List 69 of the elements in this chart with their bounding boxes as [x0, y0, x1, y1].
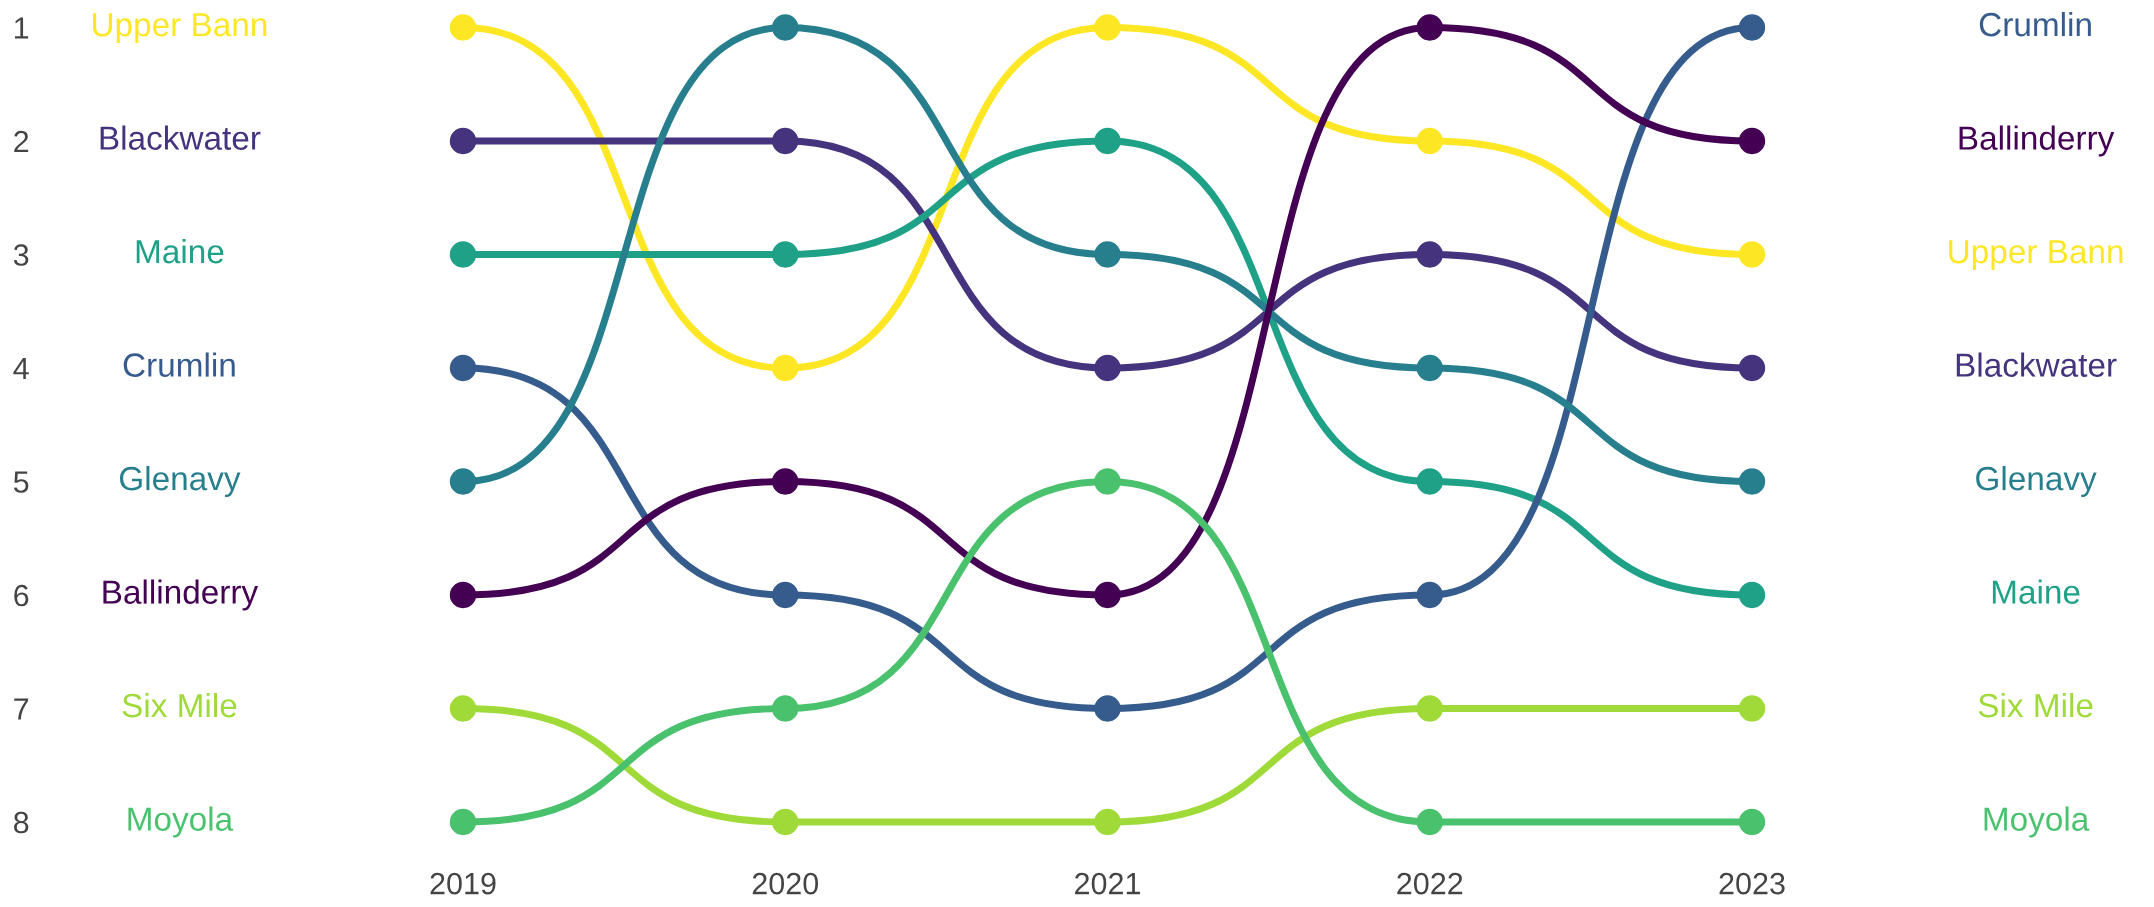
point: [1094, 241, 1121, 268]
point: [1094, 14, 1121, 41]
text: Blackwater: [1956, 352, 2117, 377]
point: [772, 695, 799, 722]
text: Upper Bann: [1949, 240, 2123, 271]
y-tick-label: 3: [13, 244, 29, 266]
point: [1094, 468, 1121, 495]
point: [449, 808, 477, 836]
text: Crumlin: [1979, 11, 2091, 37]
x-tick-label: 2019: [430, 872, 496, 895]
point: [772, 241, 799, 268]
point: [1738, 241, 1766, 268]
y-tick-label: 6: [14, 584, 29, 607]
point: [449, 468, 477, 495]
point: [1738, 354, 1766, 382]
point: [772, 581, 799, 609]
point: [449, 581, 477, 609]
point: [449, 14, 477, 41]
y-tick-label: 4: [13, 358, 29, 380]
y-tick-label: 7: [14, 698, 29, 720]
x-tick-label: 2022: [1397, 872, 1463, 895]
point: [1738, 808, 1766, 836]
text: Glenavy: [119, 465, 241, 498]
text: Blackwater: [100, 125, 261, 150]
text: Maine: [1992, 579, 2080, 604]
text: Maine: [136, 238, 224, 264]
point: [1094, 127, 1121, 155]
point: [1738, 468, 1766, 495]
text: Six Mile: [122, 692, 237, 718]
point: [1094, 808, 1121, 836]
point: [1094, 581, 1121, 609]
point: [1416, 581, 1443, 609]
point: [1738, 695, 1766, 722]
x-tick-label: 2023: [1719, 872, 1785, 895]
text: Moyola: [1984, 806, 2090, 838]
point: [1094, 354, 1121, 382]
x-tick-label: 2021: [1075, 872, 1140, 895]
text: Ballinderry: [1959, 125, 2115, 157]
point: [1738, 581, 1766, 609]
point: [449, 241, 477, 268]
point: [1416, 695, 1443, 722]
text: Glenavy: [1976, 465, 2097, 498]
point: [772, 354, 799, 382]
text: Six Mile: [1978, 692, 2093, 718]
y-tick-label: 1: [15, 17, 29, 39]
text: Upper Bann: [93, 13, 267, 44]
point: [1094, 695, 1121, 722]
text: Ballinderry: [103, 579, 259, 611]
point: [1416, 808, 1443, 836]
y-tick-label: 8: [14, 811, 29, 834]
y-tick-label: 5: [13, 471, 29, 493]
point: [772, 127, 799, 155]
point: [1416, 468, 1443, 495]
point: [1416, 14, 1443, 41]
y-tick-label: 2: [14, 130, 29, 153]
point: [1738, 14, 1766, 41]
point: [1416, 354, 1443, 382]
point: [449, 695, 477, 722]
text: Crumlin: [123, 352, 235, 377]
point: [772, 468, 799, 495]
point: [1738, 127, 1766, 155]
point: [449, 354, 477, 382]
point: [1416, 127, 1443, 155]
point: [772, 14, 799, 41]
point: [449, 127, 477, 155]
text: Moyola: [128, 806, 234, 838]
point: [772, 808, 799, 836]
point: [1416, 241, 1443, 268]
x-tick-label: 2020: [752, 872, 819, 895]
